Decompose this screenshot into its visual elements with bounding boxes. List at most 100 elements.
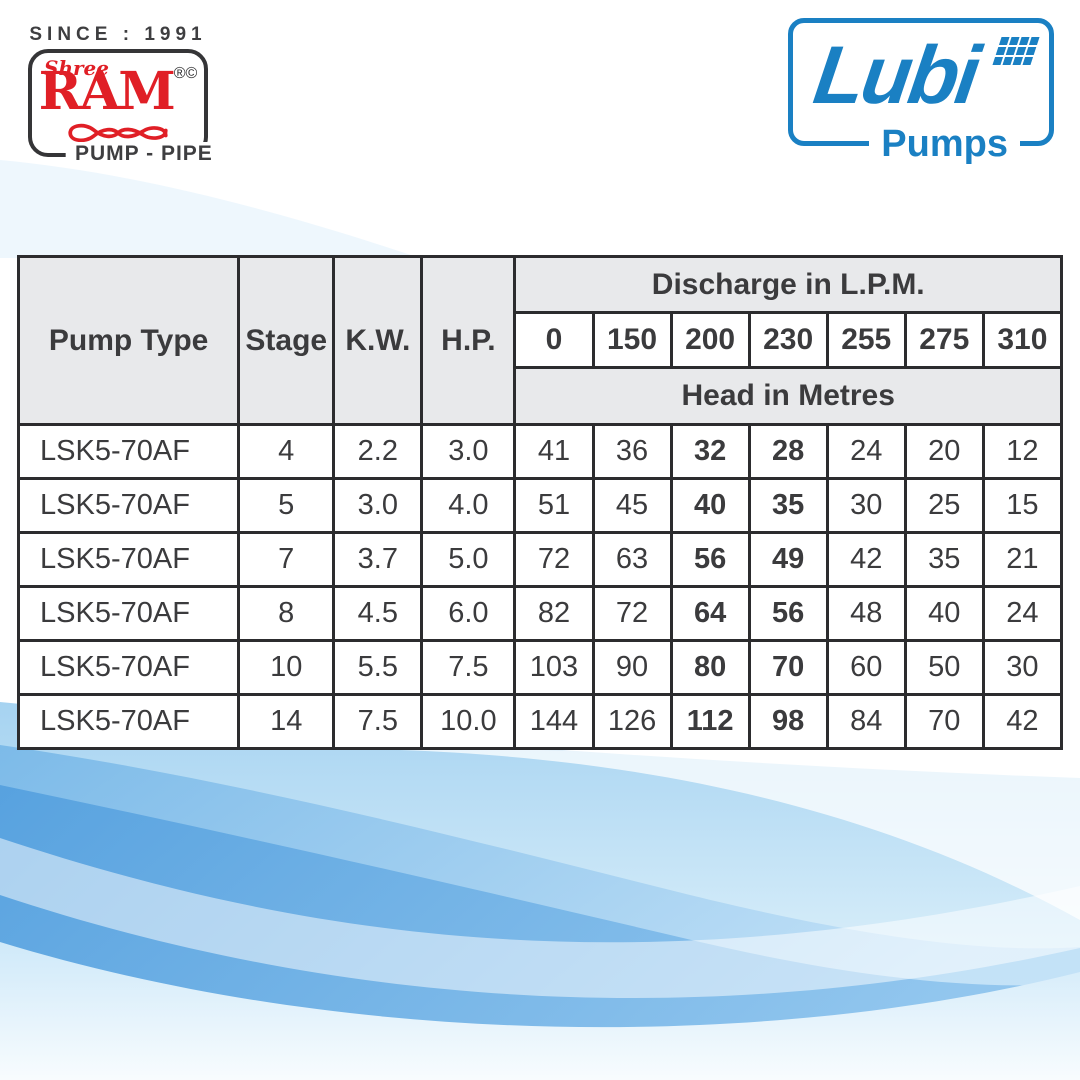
head-cell: 36 <box>591 423 673 480</box>
head-cell: 126 <box>591 693 673 750</box>
head-cell: 70 <box>747 639 829 696</box>
ram-wordmark-row: RAM®© <box>32 66 204 118</box>
wave-background <box>0 702 1080 1080</box>
head-cell: 63 <box>591 531 673 588</box>
head-cell: 56 <box>747 585 829 642</box>
faint-tint-swoosh <box>0 160 420 258</box>
head-cell: 25 <box>903 477 985 534</box>
stage-cell: 5 <box>237 477 336 534</box>
head-cell: 12 <box>981 423 1064 480</box>
head-cell: 49 <box>747 531 829 588</box>
head-cell: 32 <box>669 423 751 480</box>
kw-cell: 7.5 <box>332 693 424 750</box>
head-cell: 98 <box>747 693 829 750</box>
head-cell: 35 <box>903 531 985 588</box>
table-row: LSK5-70AF 5 3.0 4.0 51 45 40 35 30 25 15 <box>16 477 1064 534</box>
lubi-wordmark: Lubi <box>808 30 983 121</box>
head-cell: 64 <box>669 585 751 642</box>
head-cell: 103 <box>513 639 595 696</box>
hp-cell: 7.5 <box>420 639 517 696</box>
head-cell: 41 <box>513 423 595 480</box>
head-cell: 30 <box>981 639 1064 696</box>
head-cell: 42 <box>825 531 907 588</box>
table-row: LSK5-70AF 8 4.5 6.0 82 72 64 56 48 40 24 <box>16 585 1064 642</box>
head-cell: 84 <box>825 693 907 750</box>
head-cell: 72 <box>513 531 595 588</box>
head-cell: 28 <box>747 423 829 480</box>
pump-type-cell: LSK5-70AF <box>16 639 241 696</box>
hp-cell: 10.0 <box>420 693 517 750</box>
col-header-kw: K.W. <box>332 255 424 426</box>
hp-cell: 3.0 <box>420 423 517 480</box>
shree-ram-logo: SINCE : 1991 Shree RAM®© PUMP - PIPE <box>28 24 222 166</box>
head-cell: 30 <box>825 477 907 534</box>
head-cell: 112 <box>669 693 751 750</box>
discharge-value: 310 <box>981 311 1064 369</box>
head-cell: 56 <box>669 531 751 588</box>
stage-cell: 10 <box>237 639 336 696</box>
col-header-stage: Stage <box>237 255 336 426</box>
shree-ram-frame: Shree RAM®© PUMP - PIPE <box>28 49 222 166</box>
lubi-tagline: Pumps <box>869 122 1020 166</box>
pump-type-cell: LSK5-70AF <box>16 585 241 642</box>
discharge-header: Discharge in L.P.M. <box>513 255 1063 314</box>
kw-cell: 3.0 <box>332 477 424 534</box>
head-cell: 20 <box>903 423 985 480</box>
head-cell: 51 <box>513 477 595 534</box>
kw-cell: 5.5 <box>332 639 424 696</box>
head-cell: 35 <box>747 477 829 534</box>
pump-type-cell: LSK5-70AF <box>16 423 241 480</box>
hp-cell: 4.0 <box>420 477 517 534</box>
head-cell: 40 <box>903 585 985 642</box>
head-in-metres-header: Head in Metres <box>513 366 1063 426</box>
discharge-value: 150 <box>591 311 673 369</box>
kw-cell: 2.2 <box>332 423 424 480</box>
pump-spec-table: Pump Type Stage K.W. H.P. Discharge in L… <box>16 255 1064 750</box>
discharge-value: 275 <box>903 311 985 369</box>
lubi-logo: Lubi Pumps <box>788 18 1054 173</box>
head-cell: 90 <box>591 639 673 696</box>
head-cell: 21 <box>981 531 1064 588</box>
col-header-hp: H.P. <box>420 255 517 426</box>
head-cell: 24 <box>981 585 1064 642</box>
stage-cell: 8 <box>237 585 336 642</box>
stage-cell: 14 <box>237 693 336 750</box>
head-cell: 70 <box>903 693 985 750</box>
head-cell: 48 <box>825 585 907 642</box>
stage-cell: 7 <box>237 531 336 588</box>
kw-cell: 4.5 <box>332 585 424 642</box>
head-cell: 24 <box>825 423 907 480</box>
discharge-value: 255 <box>825 311 907 369</box>
registered-copyright-marks: ®© <box>173 65 198 82</box>
since-1991-text: SINCE : 1991 <box>29 24 207 45</box>
stage-cell: 4 <box>237 423 336 480</box>
head-cell: 144 <box>513 693 595 750</box>
table-row: LSK5-70AF 7 3.7 5.0 72 63 56 49 42 35 21 <box>16 531 1064 588</box>
ram-tagline: PUMP - PIPE <box>65 142 222 166</box>
kw-cell: 3.7 <box>332 531 424 588</box>
infinity-swirl-icon <box>68 123 168 143</box>
pump-type-cell: LSK5-70AF <box>16 531 241 588</box>
table-row: LSK5-70AF 10 5.5 7.5 103 90 80 70 60 50 … <box>16 639 1064 696</box>
hp-cell: 5.0 <box>420 531 517 588</box>
table-row: LSK5-70AF 14 7.5 10.0 144 126 112 98 84 … <box>16 693 1064 750</box>
hp-cell: 6.0 <box>420 585 517 642</box>
head-cell: 50 <box>903 639 985 696</box>
col-header-pump-type: Pump Type <box>16 255 241 426</box>
grid-icon <box>992 37 1040 65</box>
head-cell: 72 <box>591 585 673 642</box>
pump-type-cell: LSK5-70AF <box>16 693 241 750</box>
head-cell: 60 <box>825 639 907 696</box>
head-cell: 15 <box>981 477 1064 534</box>
pump-type-cell: LSK5-70AF <box>16 477 241 534</box>
head-cell: 82 <box>513 585 595 642</box>
head-cell: 40 <box>669 477 751 534</box>
discharge-value: 230 <box>747 311 829 369</box>
shree-script-text: Shree <box>44 56 109 80</box>
discharge-value: 0 <box>513 311 595 369</box>
table-row: LSK5-70AF 4 2.2 3.0 41 36 32 28 24 20 12 <box>16 423 1064 480</box>
discharge-value: 200 <box>669 311 751 369</box>
head-cell: 42 <box>981 693 1064 750</box>
head-cell: 80 <box>669 639 751 696</box>
